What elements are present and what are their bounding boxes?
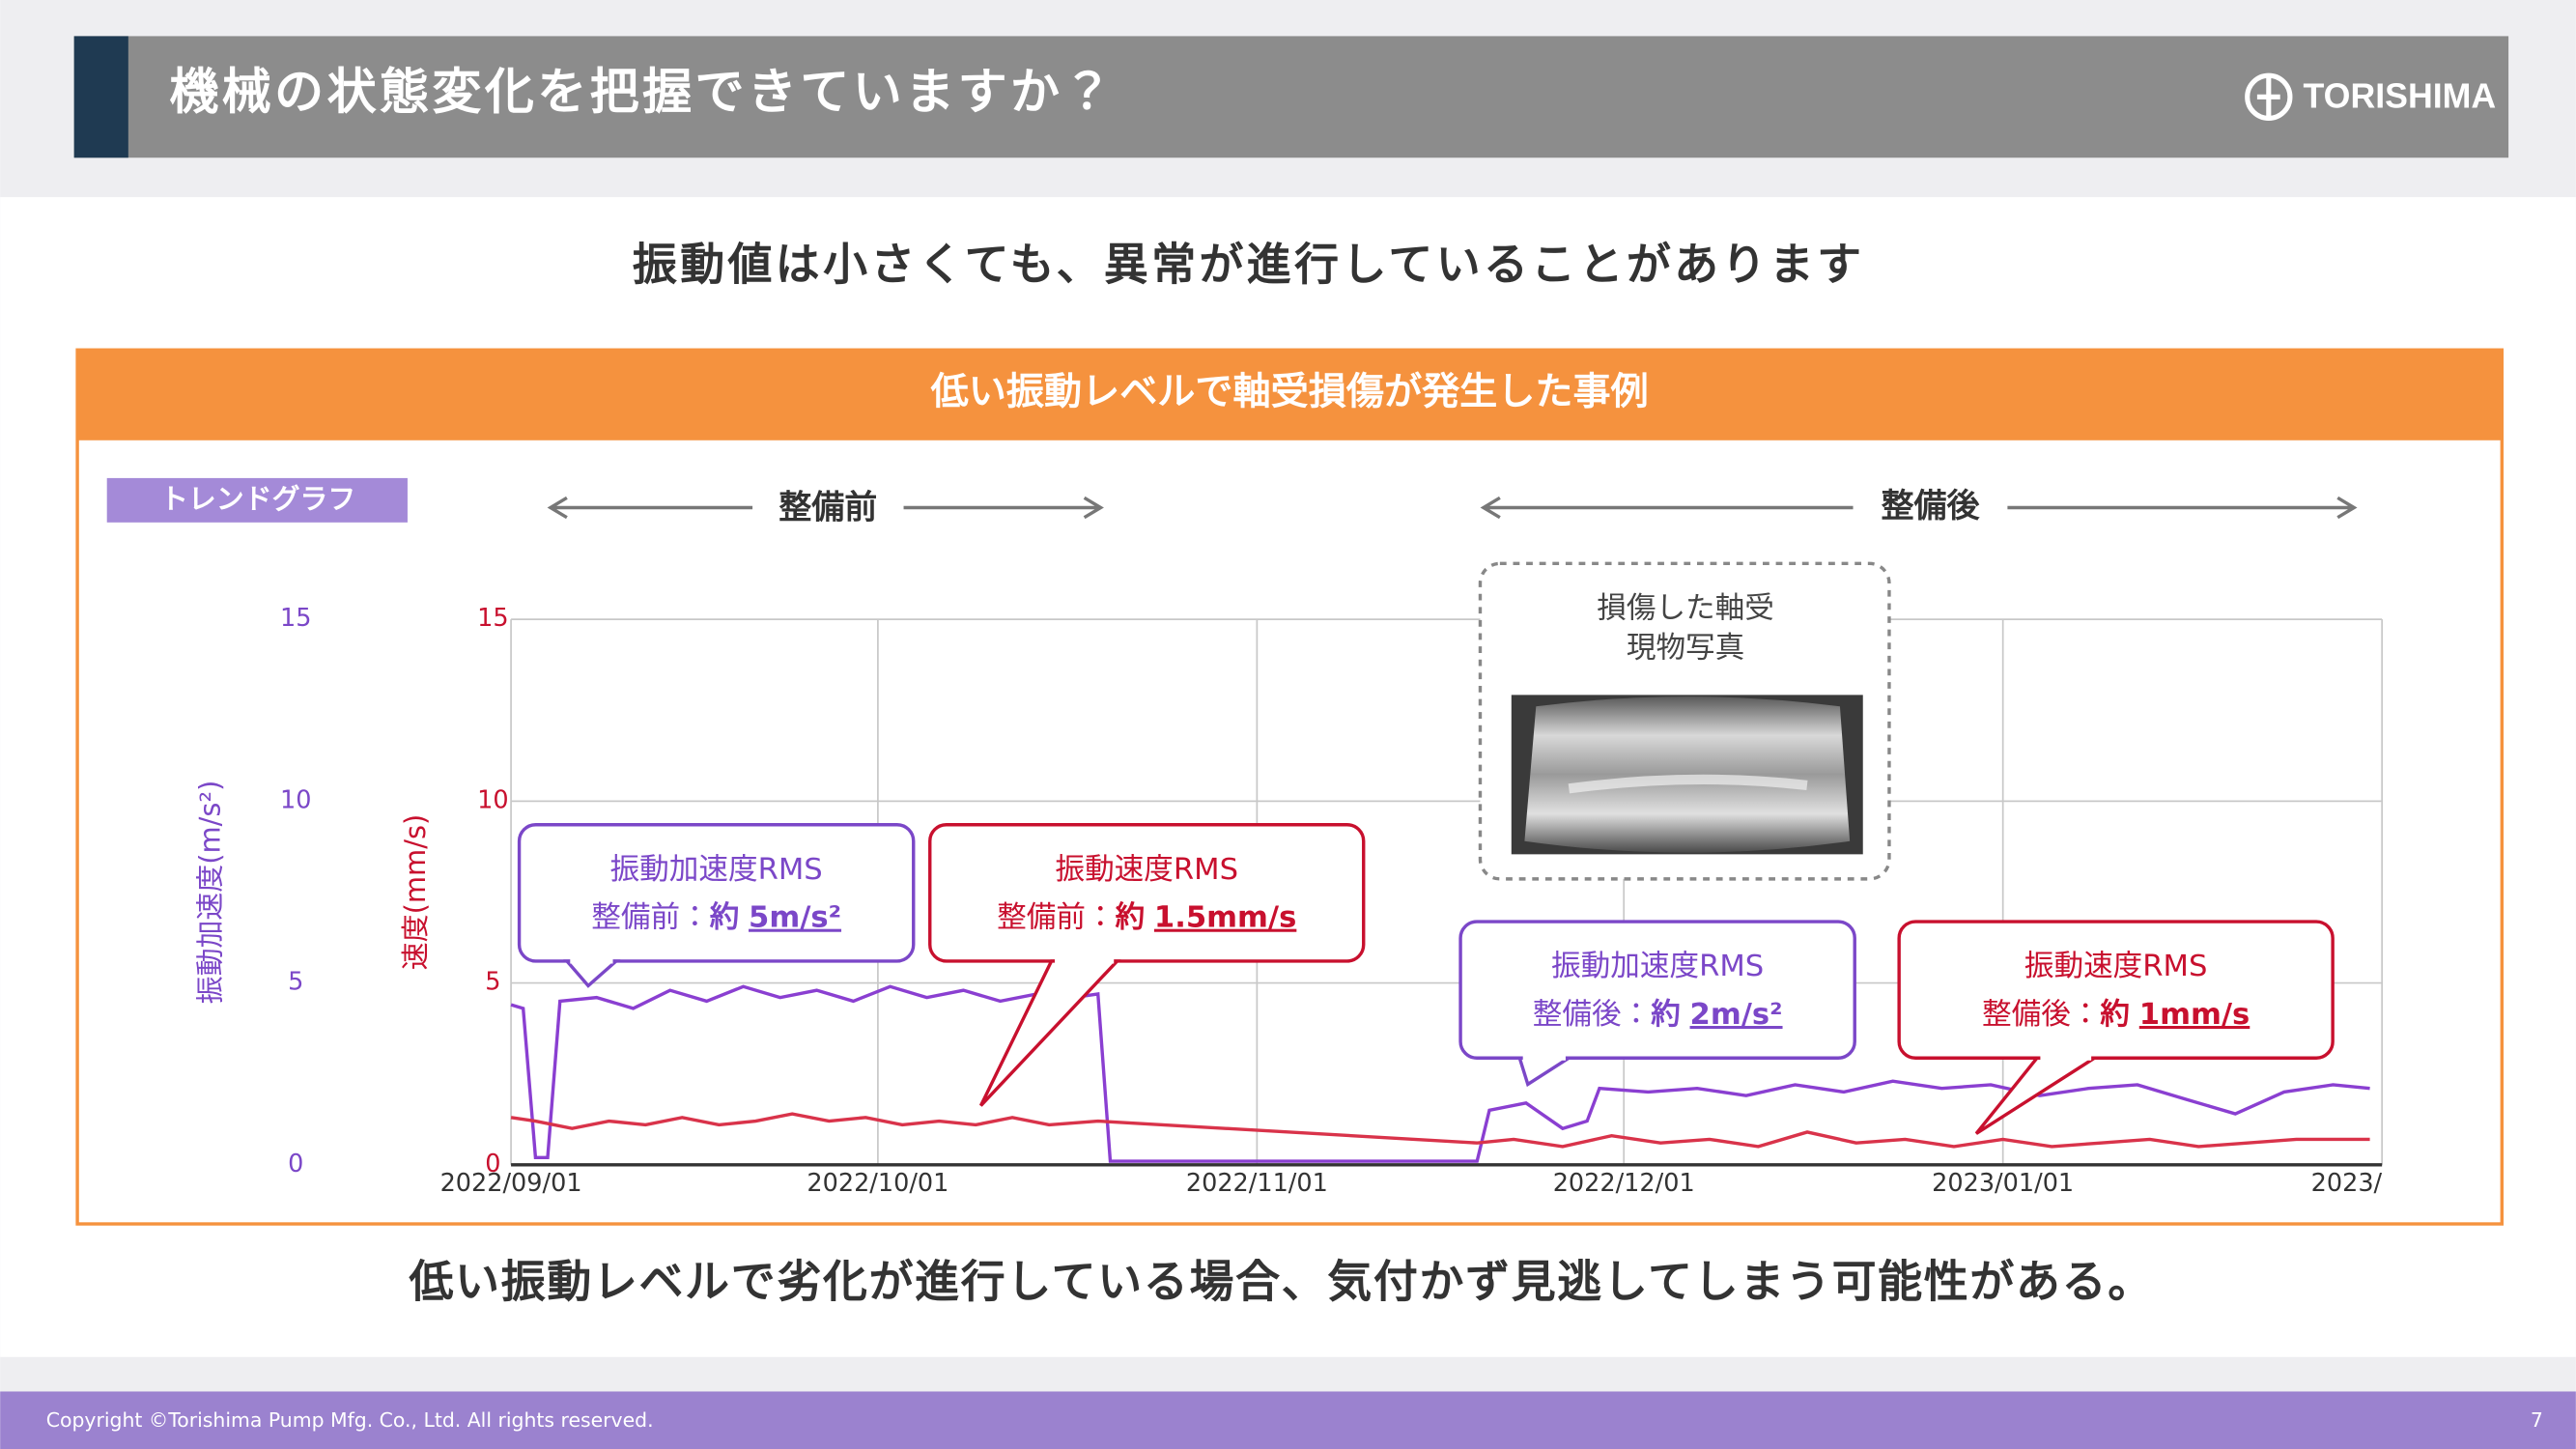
bearing-damage — [1568, 774, 1808, 794]
x-tick-label: 2023/01/01 — [1932, 1169, 2074, 1198]
y-tick-label: 10 — [280, 785, 311, 814]
callout-title: 振動加速度RMS — [1551, 950, 1764, 983]
subtitle: 振動値は小さくても、異常が進行していることがあります — [633, 239, 1865, 291]
y-tick-label: 15 — [280, 604, 311, 633]
callout-title: 振動速度RMS — [2024, 950, 2208, 983]
tag — [106, 477, 408, 523]
x-tick-label: 2022/12/01 — [1553, 1169, 1695, 1198]
callout-box — [1458, 920, 1856, 1060]
callout-box — [517, 823, 916, 963]
y2-tick-label: 0 — [485, 1150, 500, 1179]
y2-tick-label: 10 — [477, 785, 508, 814]
callout-prefix: 整備前： — [997, 900, 1115, 934]
x-tick-label: 2022/09/01 — [440, 1169, 582, 1198]
photo-caption: 損傷した軸受 — [1597, 591, 1774, 625]
callout-box — [928, 823, 1366, 963]
logo-icon — [2245, 72, 2293, 121]
conclusion: 低い振動レベルで劣化が進行している場合、気付かず見逃してしまう可能性がある。 — [409, 1255, 2154, 1307]
callout-value: 5m/s² — [749, 900, 841, 934]
panel-header — [77, 350, 2503, 440]
series-line — [510, 984, 2370, 1163]
callout-prefix: 整備後： — [1533, 998, 1651, 1032]
chart: 0 5 10 15 0 5 10 15 振動加速度(m/s²) 速度(mm/s) 2022/09/0… — [194, 604, 2384, 1198]
header-accent — [73, 36, 128, 158]
y2-tick-label: 5 — [485, 968, 500, 997]
x-tick-label: 2022/10/01 — [807, 1169, 948, 1198]
logo-icon-mark — [2256, 76, 2280, 117]
copyright: Copyright ©Torishima Pump Mfg. Co., Ltd.… — [46, 1408, 654, 1432]
header-bar — [73, 36, 2509, 158]
y-tick-label: 5 — [288, 968, 303, 997]
tag-text: トレンドグラフ — [160, 483, 355, 516]
panel — [75, 348, 2505, 1226]
callout-value-line: 整備後：約 2m/s² — [1533, 998, 1783, 1032]
photo-caption: 現物写真 — [1627, 631, 1744, 665]
callout-prefix: 整備後： — [1982, 998, 2100, 1032]
callout-box — [1897, 920, 2335, 1060]
before-label: 整備前 — [778, 489, 877, 527]
callout-prefix: 整備前： — [591, 900, 709, 934]
footer-bar — [0, 1391, 2576, 1449]
callout-approx: 約 — [710, 900, 740, 934]
callout-value-line: 整備前：約 1.5mm/s — [997, 900, 1296, 934]
callout-value: 1.5mm/s — [1154, 900, 1296, 934]
callout-value-line: 整備後：約 1mm/s — [1982, 998, 2250, 1032]
page-number: 7 — [2531, 1408, 2543, 1432]
callout-title: 振動加速度RMS — [610, 853, 823, 887]
callout-approx: 約 — [2100, 998, 2130, 1032]
callout-approx: 約 — [1651, 998, 1681, 1032]
panel-title: 低い振動レベルで軸受損傷が発生した事例 — [930, 371, 1649, 414]
callout-value: 1mm/s — [2139, 998, 2250, 1032]
y-tick-label: 0 — [288, 1150, 303, 1179]
logo-text: TORISHIMA — [2304, 76, 2497, 115]
x-tick-label: 2022/11/01 — [1186, 1169, 1328, 1198]
callout-value: 2m/s² — [1690, 998, 1783, 1032]
series-line — [510, 1112, 2370, 1149]
callout-value-line: 整備前：約 5m/s² — [591, 900, 841, 934]
callout-title: 振動速度RMS — [1055, 853, 1238, 887]
y2-axis-label: 速度(mm/s) — [399, 814, 432, 970]
bearing — [1524, 696, 1851, 853]
y2-tick-label: 15 — [477, 604, 508, 633]
header-title: 機械の状態変化を把握できていますか？ — [169, 65, 1116, 122]
y-axis-label: 振動加速度(m/s²) — [194, 781, 227, 1005]
callout-approx: 約 — [1116, 900, 1146, 934]
x-tick-label: 2023/ — [2311, 1169, 2383, 1198]
period-arrows — [547, 496, 2358, 520]
after-label: 整備後 — [1881, 487, 1980, 526]
